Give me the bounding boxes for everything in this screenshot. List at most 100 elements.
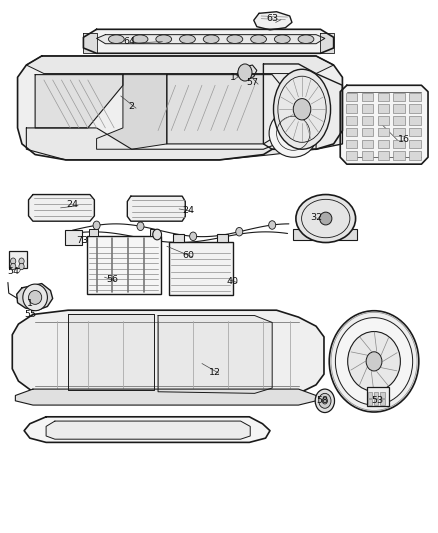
Bar [87,236,160,294]
Polygon shape [253,12,291,30]
Polygon shape [237,65,256,80]
Ellipse shape [268,221,275,229]
Ellipse shape [19,258,24,264]
Text: 24: 24 [66,200,78,208]
Bar [149,229,158,236]
Polygon shape [96,35,324,44]
Ellipse shape [108,35,124,44]
Bar [367,392,371,398]
Polygon shape [26,56,333,74]
Bar [379,399,384,405]
Bar [392,151,404,160]
Text: 58: 58 [316,397,328,405]
Ellipse shape [321,398,327,404]
Bar [379,392,384,398]
Bar [345,93,357,101]
Bar [361,116,372,125]
Bar [377,128,388,136]
Polygon shape [339,85,427,164]
Text: 63: 63 [265,14,278,22]
Ellipse shape [23,284,47,311]
Ellipse shape [19,263,24,270]
Polygon shape [28,195,94,221]
Bar [366,387,389,406]
Bar [408,116,420,125]
Text: 32: 32 [309,213,321,222]
Text: 73: 73 [76,237,88,245]
Text: 1: 1 [229,73,235,82]
Ellipse shape [11,263,16,270]
Bar [361,140,372,148]
Polygon shape [127,196,185,221]
Bar [408,128,420,136]
Polygon shape [96,75,166,149]
Ellipse shape [328,311,418,412]
Bar [9,251,27,268]
Ellipse shape [347,332,399,391]
Polygon shape [24,417,269,442]
Polygon shape [166,75,289,144]
Polygon shape [320,33,333,53]
Bar [64,230,82,245]
Bar [89,229,98,236]
Bar [392,140,404,148]
Text: 40: 40 [226,277,238,286]
Bar [377,140,388,148]
Bar [345,116,357,125]
Bar [408,93,420,101]
Text: 24: 24 [182,206,194,214]
Polygon shape [83,33,96,53]
Bar [169,242,232,295]
Ellipse shape [137,222,144,231]
Ellipse shape [319,212,331,225]
Ellipse shape [293,99,310,120]
Bar [377,151,388,160]
Bar [345,128,357,136]
Bar [361,151,372,160]
Text: 54: 54 [7,268,19,276]
Bar [345,140,357,148]
Text: 2: 2 [128,102,134,111]
Polygon shape [158,316,272,393]
Bar [373,399,378,405]
Polygon shape [18,56,342,160]
Bar [392,104,404,113]
Ellipse shape [335,318,412,405]
Ellipse shape [203,35,219,44]
Text: 1: 1 [27,300,33,308]
Ellipse shape [93,221,100,230]
Bar [373,392,378,398]
Text: 16: 16 [397,135,409,144]
Bar [408,140,420,148]
Bar [377,93,388,101]
Polygon shape [83,29,333,53]
Bar [345,104,357,113]
Ellipse shape [274,35,290,44]
Ellipse shape [297,35,313,44]
Polygon shape [68,314,153,390]
Ellipse shape [273,69,330,149]
Polygon shape [26,128,315,160]
Bar [377,104,388,113]
Bar [361,104,372,113]
Bar [361,128,372,136]
Ellipse shape [155,35,171,44]
Bar [392,93,404,101]
Ellipse shape [226,35,242,44]
Text: 53: 53 [371,397,383,405]
Text: 57: 57 [246,78,258,87]
Text: 56: 56 [106,275,118,284]
Bar [293,229,356,240]
Polygon shape [46,421,250,439]
Bar [377,116,388,125]
Ellipse shape [179,35,195,44]
Ellipse shape [235,228,242,236]
Text: 64: 64 [123,37,135,46]
Ellipse shape [318,393,330,408]
Ellipse shape [237,64,251,81]
Ellipse shape [28,290,42,304]
Text: 60: 60 [182,251,194,260]
Ellipse shape [11,258,16,264]
Ellipse shape [189,232,196,240]
Bar [367,399,371,405]
